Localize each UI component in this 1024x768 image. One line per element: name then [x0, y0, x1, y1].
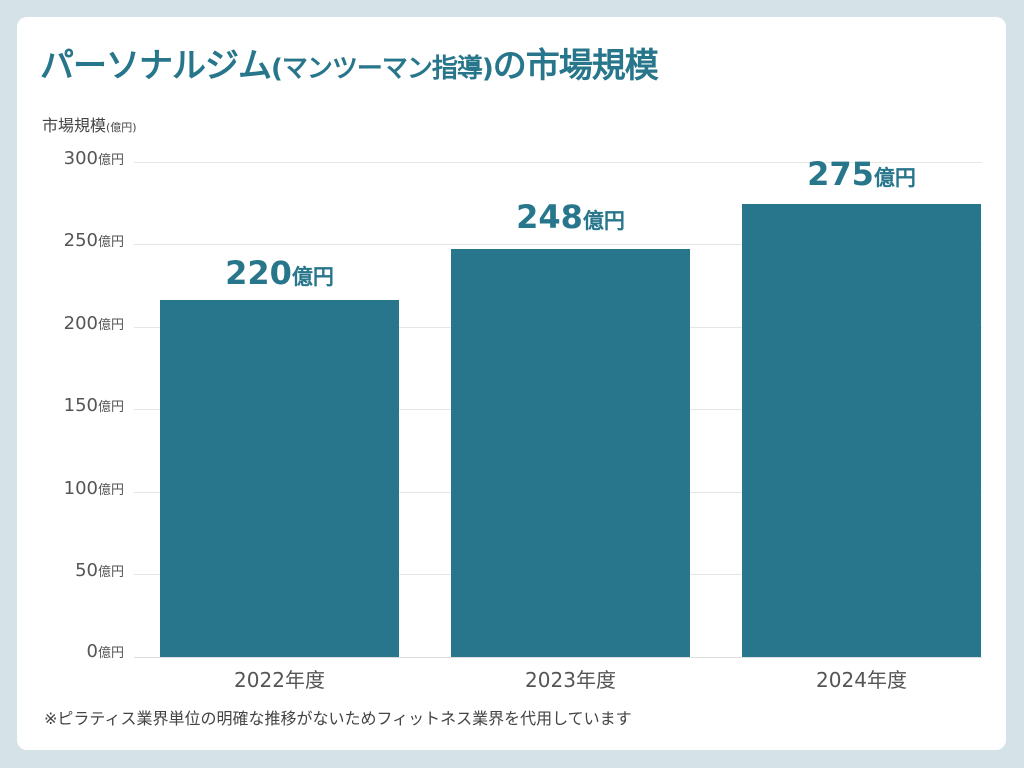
title-suffix: の市場規模	[492, 46, 659, 86]
y-tick-150: 150億円	[63, 395, 124, 416]
gridline	[134, 162, 982, 163]
y-axis-label-text: 市場規模	[42, 116, 107, 135]
x-label-2023: 2023年度	[525, 668, 616, 692]
chart-title: パーソナルジム(マンツーマン指導)の市場規模	[40, 38, 659, 87]
value-label-2024: 275億円	[807, 155, 916, 193]
y-tick-300: 300億円	[63, 148, 124, 169]
value-label-2022: 220億円	[225, 254, 334, 292]
bar-2024	[742, 204, 981, 657]
y-tick-0: 0億円	[86, 641, 124, 662]
y-tick-100: 100億円	[63, 478, 124, 499]
y-axis-unit: (億円)	[106, 121, 137, 134]
x-label-2024: 2024年度	[816, 668, 907, 692]
footnote: ※ピラティス業界単位の明確な推移がないためフィットネス業界を代用しています	[44, 709, 632, 728]
bar-2022	[160, 300, 399, 657]
y-tick-50: 50億円	[75, 560, 124, 581]
title-main: パーソナルジム	[40, 46, 272, 86]
gridline	[134, 244, 982, 245]
bar-2023	[451, 249, 690, 657]
x-axis-baseline	[134, 657, 982, 658]
y-axis-label: 市場規模(億円)	[42, 112, 137, 136]
y-tick-200: 200億円	[63, 313, 124, 334]
y-tick-250: 250億円	[63, 230, 124, 251]
x-label-2022: 2022年度	[234, 668, 325, 692]
value-label-2023: 248億円	[516, 198, 625, 236]
title-paren: (マンツーマン指導)	[271, 54, 494, 84]
